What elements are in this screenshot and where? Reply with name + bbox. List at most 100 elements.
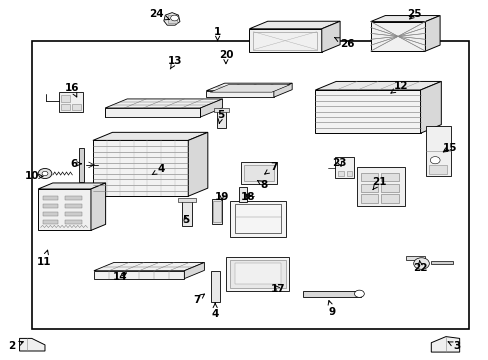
Polygon shape (94, 262, 204, 271)
Bar (238, 187, 247, 202)
Text: 25: 25 (407, 9, 421, 19)
Bar (253, 32, 316, 50)
Text: 18: 18 (241, 192, 255, 202)
Bar (61, 104, 70, 110)
Bar (211, 271, 220, 302)
Polygon shape (425, 15, 439, 51)
Bar (59, 92, 83, 112)
Bar (43, 212, 58, 216)
Polygon shape (93, 140, 188, 196)
Circle shape (354, 290, 364, 297)
Text: 20: 20 (218, 50, 233, 64)
Polygon shape (163, 13, 180, 25)
Bar (32, 41, 468, 329)
Polygon shape (273, 83, 292, 97)
Bar (61, 95, 70, 102)
Bar (430, 261, 452, 264)
Text: 11: 11 (37, 250, 51, 267)
Bar (229, 201, 285, 237)
Bar (346, 171, 351, 176)
Bar (234, 204, 281, 233)
Bar (405, 256, 425, 260)
Text: 15: 15 (442, 143, 456, 153)
Bar (338, 171, 344, 176)
Text: 6: 6 (71, 159, 81, 169)
Text: 8: 8 (257, 180, 267, 190)
Circle shape (170, 15, 178, 21)
Text: 5: 5 (182, 215, 189, 225)
Polygon shape (249, 29, 321, 52)
Text: 26: 26 (334, 37, 354, 49)
Text: 7: 7 (264, 162, 277, 174)
Bar (72, 104, 81, 110)
Bar (426, 126, 450, 176)
Bar (43, 204, 58, 208)
Polygon shape (370, 15, 439, 22)
Text: 5: 5 (217, 110, 224, 123)
Polygon shape (206, 91, 273, 97)
Circle shape (38, 168, 52, 179)
Text: 17: 17 (270, 284, 285, 294)
Bar (65, 220, 82, 224)
Bar (65, 196, 82, 200)
Bar (234, 263, 280, 284)
Polygon shape (206, 83, 292, 91)
Polygon shape (200, 99, 222, 117)
Polygon shape (93, 132, 207, 140)
Polygon shape (184, 262, 204, 279)
Text: 4: 4 (211, 303, 219, 319)
Bar (360, 173, 377, 181)
Polygon shape (321, 21, 340, 52)
Bar (65, 204, 82, 208)
Polygon shape (249, 21, 340, 29)
Text: 1: 1 (214, 27, 221, 41)
Bar (240, 162, 277, 184)
Polygon shape (420, 81, 440, 133)
Bar (225, 257, 289, 291)
Bar (303, 291, 360, 297)
Text: 10: 10 (24, 171, 43, 181)
Circle shape (42, 171, 48, 176)
Text: 3: 3 (447, 341, 460, 351)
Text: 12: 12 (390, 81, 407, 93)
Polygon shape (210, 85, 290, 92)
Circle shape (429, 157, 439, 164)
Text: 16: 16 (65, 83, 80, 97)
Polygon shape (38, 189, 91, 230)
Bar (360, 194, 377, 203)
Text: 19: 19 (214, 192, 229, 202)
Circle shape (413, 258, 428, 269)
Bar (43, 220, 58, 224)
Bar (356, 167, 404, 206)
Bar (168, 15, 177, 23)
Bar (178, 198, 196, 202)
Polygon shape (105, 108, 200, 117)
Bar (335, 157, 353, 178)
Text: 9: 9 (327, 301, 335, 318)
Text: 21: 21 (371, 177, 386, 190)
Bar (182, 199, 192, 226)
Bar (360, 184, 377, 192)
Text: 2: 2 (9, 341, 23, 351)
Text: 4: 4 (152, 164, 165, 175)
Polygon shape (370, 22, 425, 51)
Polygon shape (94, 271, 184, 279)
Bar (214, 108, 228, 112)
Text: 24: 24 (149, 9, 169, 20)
Polygon shape (91, 183, 105, 230)
Text: 23: 23 (332, 158, 346, 168)
Text: 7: 7 (193, 294, 204, 305)
Bar (65, 212, 82, 216)
Bar (381, 194, 398, 203)
Polygon shape (105, 99, 222, 108)
Bar (428, 165, 446, 174)
Bar (381, 173, 398, 181)
Bar (213, 201, 221, 222)
Polygon shape (315, 90, 420, 133)
Bar (217, 109, 225, 128)
Bar (43, 196, 58, 200)
Polygon shape (38, 183, 105, 189)
Bar (381, 184, 398, 192)
Bar (79, 148, 84, 182)
Text: 22: 22 (412, 260, 427, 273)
